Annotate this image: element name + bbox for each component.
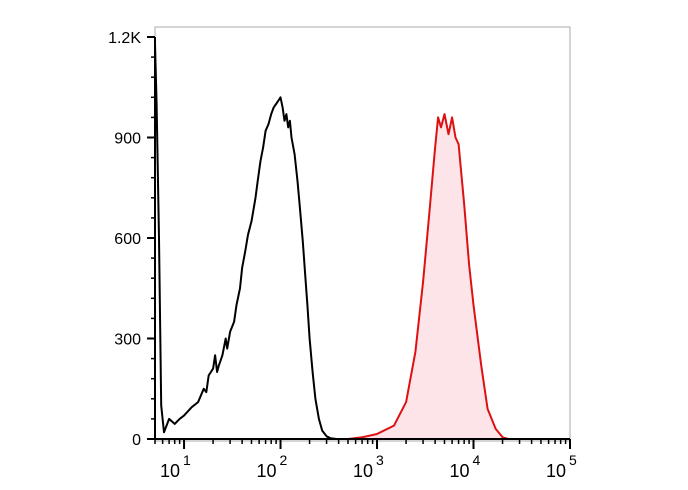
x-tick-label-base: 10 [257, 461, 277, 481]
x-tick-label-base: 10 [546, 461, 566, 481]
x-tick-label-exponent: 4 [473, 452, 481, 468]
x-tick-label-exponent: 3 [376, 452, 384, 468]
series-1-area [348, 114, 509, 439]
y-tick-label: 300 [114, 332, 141, 349]
plot-frame [154, 26, 571, 442]
x-tick-label-base: 10 [160, 461, 180, 481]
x-tick-label-exponent: 1 [183, 452, 191, 468]
x-tick-label-exponent: 5 [569, 452, 577, 468]
y-tick-label: 600 [114, 231, 141, 248]
y-tick-label: 1.2K [108, 30, 141, 47]
x-tick-label-base: 10 [449, 461, 469, 481]
series-1-line [347, 113, 509, 440]
y-tick-label: 900 [114, 131, 141, 148]
series-0-line [154, 43, 337, 440]
series-layer [154, 43, 509, 440]
x-tick-label-exponent: 2 [280, 452, 288, 468]
y-tick-label: 0 [132, 432, 141, 449]
x-tick-label-base: 10 [353, 461, 373, 481]
